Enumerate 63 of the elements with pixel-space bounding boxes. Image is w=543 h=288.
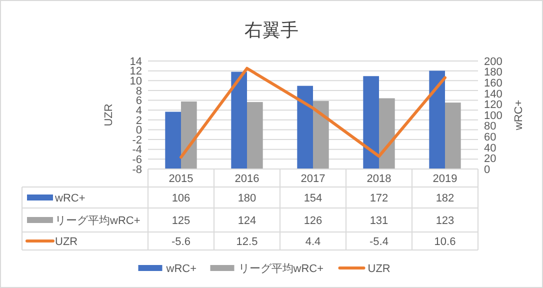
y2-tick-label: 20 — [484, 153, 496, 166]
x-tick-label: 2018 — [366, 172, 392, 185]
bar — [445, 102, 461, 169]
y2-axis-title: wRC+ — [513, 100, 525, 132]
data-label: 123 — [436, 214, 454, 227]
y-tick-label: -8 — [132, 164, 142, 176]
text: リーグ平均wRC+ — [238, 262, 324, 275]
bar — [313, 100, 329, 169]
y2-tick-label: 120 — [484, 99, 502, 112]
y2-tick-label: 0 — [484, 164, 490, 176]
chart-title: 右翼手 — [244, 20, 298, 40]
y2-tick-label: 160 — [484, 77, 502, 90]
y-tick-label: -4 — [132, 144, 142, 156]
legend-label: wRC+ — [54, 192, 86, 204]
data-label: 12.5 — [236, 236, 258, 248]
y2-tick-label: 100 — [484, 110, 502, 122]
data-label: -5.6 — [172, 236, 190, 248]
bar — [165, 112, 181, 169]
data-label: 182 — [436, 192, 454, 204]
text: wRC+ — [166, 262, 197, 275]
y-tick-label: 6 — [136, 95, 142, 108]
bar — [181, 102, 197, 169]
bar — [297, 86, 313, 169]
data-label: 180 — [238, 192, 256, 204]
data-label: 154 — [304, 192, 322, 204]
y-tick-label: 8 — [136, 85, 142, 98]
data-label: 125 — [172, 214, 190, 227]
data-label: 172 — [370, 192, 388, 204]
x-tick-label: 2019 — [432, 172, 458, 185]
y-tick-label: 0 — [136, 124, 142, 137]
x-tick-label: 2016 — [234, 172, 260, 185]
data-label: 4.4 — [305, 236, 321, 248]
bar — [429, 70, 445, 169]
x-tick-label: 2015 — [168, 172, 194, 185]
bar — [363, 76, 379, 169]
legend-label: UZR — [368, 262, 390, 275]
y-tick-label: -6 — [132, 154, 142, 166]
data-label: 126 — [304, 214, 322, 227]
y2-tick-label: 180 — [484, 66, 502, 79]
text: UZR — [55, 236, 78, 248]
y-tick-label: 14 — [130, 56, 142, 68]
data-label: 106 — [172, 192, 190, 204]
data-label: 131 — [370, 214, 388, 227]
x-tick-label: 2017 — [300, 172, 326, 185]
line-series — [180, 66, 446, 159]
data-label: 10.6 — [434, 236, 456, 248]
y2-tick-label: 140 — [484, 88, 502, 100]
y-tick-label: 4 — [136, 104, 142, 117]
bar — [247, 102, 263, 169]
bar — [379, 98, 395, 169]
y-tick-label: 2 — [136, 114, 142, 127]
data-label: 124 — [238, 214, 256, 227]
bar — [231, 72, 247, 169]
y2-tick-label: 60 — [484, 131, 496, 144]
legend-label: リーグ平均wRC+ — [55, 214, 140, 227]
y2-tick-label: 80 — [484, 120, 496, 133]
y-axis-title: UZR — [103, 104, 115, 126]
y2-tick-label: 200 — [484, 56, 502, 68]
data-label: -5.4 — [370, 236, 388, 248]
y2-tick-label: 40 — [484, 142, 496, 154]
y-tick-label: 10 — [130, 75, 142, 88]
y-tick-label: -2 — [132, 134, 142, 146]
y-tick-label: 12 — [130, 66, 142, 78]
